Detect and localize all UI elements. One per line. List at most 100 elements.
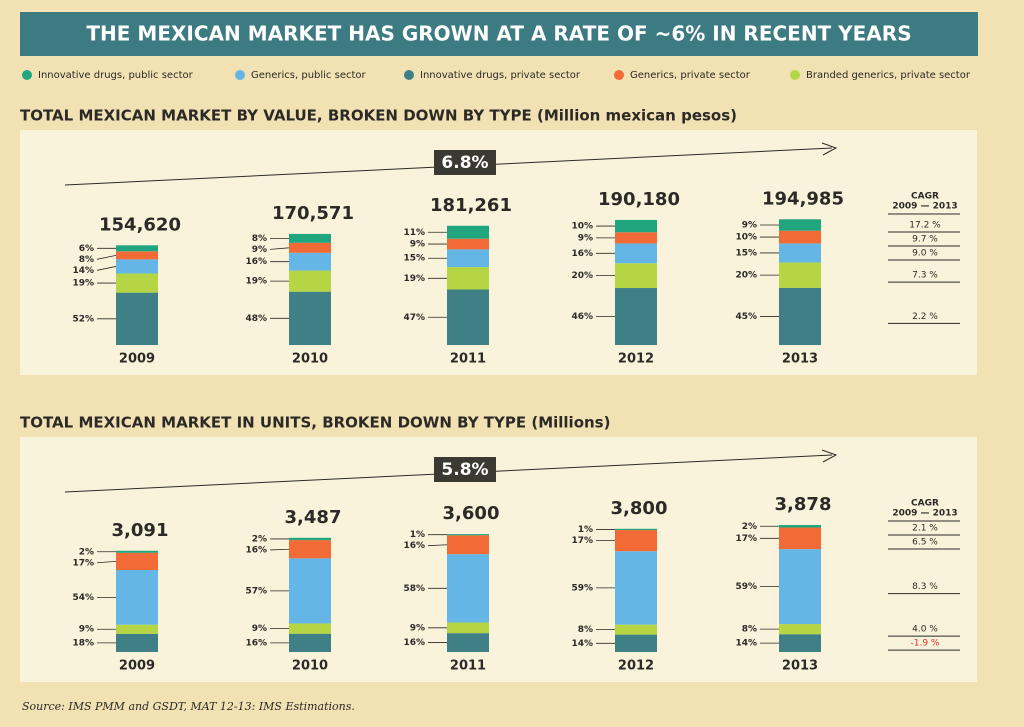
bar-segment	[779, 634, 821, 652]
value-label: 17%	[72, 558, 94, 568]
bar-segment	[779, 287, 821, 345]
value-label: 59%	[735, 582, 757, 592]
x-tick-label: 2009	[119, 352, 155, 367]
bar-segment	[447, 554, 489, 623]
value-label: 6%	[79, 244, 94, 254]
panel	[20, 437, 977, 682]
value-label: 16%	[403, 638, 425, 648]
growth-box	[434, 150, 496, 175]
x-tick-label: 2012	[618, 659, 654, 674]
bar-segment	[289, 537, 331, 541]
x-tick-label: 2013	[782, 352, 818, 367]
total-label: 181,261	[430, 195, 512, 216]
cagr-value: 4.0 %	[912, 625, 938, 635]
bar-segment	[116, 624, 158, 634]
value-label: 2%	[742, 522, 757, 532]
value-label: 45%	[735, 312, 757, 322]
bar-segment	[447, 289, 489, 345]
total-label: 154,620	[99, 214, 181, 235]
bar-segment	[779, 262, 821, 288]
total-label: 170,571	[272, 203, 354, 224]
value-label: 19%	[403, 274, 425, 284]
bar-segment	[116, 570, 158, 625]
bar-segment	[116, 273, 158, 293]
x-tick-label: 2011	[450, 659, 486, 674]
bar-segment	[447, 238, 489, 250]
value-label: 10%	[735, 233, 757, 243]
source: Source: IMS PMM and GSDT, MAT 12-13: IMS…	[22, 700, 355, 713]
value-label: 17%	[571, 536, 593, 546]
value-label: 16%	[245, 545, 267, 555]
cagr-period: 2009 — 2013	[892, 202, 957, 212]
value-label: 16%	[245, 638, 267, 648]
cagr-value: 6.5 %	[912, 538, 938, 548]
bar-segment	[779, 527, 821, 550]
value-label: 58%	[403, 584, 425, 594]
legend-swatch	[235, 70, 245, 80]
bar-segment	[447, 622, 489, 634]
bar-segment	[447, 249, 489, 268]
total-label: 190,180	[598, 189, 680, 210]
bar-segment	[289, 242, 331, 253]
label-leader	[269, 548, 290, 551]
value-label: 20%	[571, 271, 593, 281]
legend-swatch	[404, 70, 414, 80]
bar-segment	[615, 288, 657, 345]
bar-segment	[615, 624, 657, 635]
bar-segment	[779, 243, 821, 263]
legend-swatch	[614, 70, 624, 80]
legend-label: Innovative drugs, private sector	[420, 70, 581, 81]
arrow-head	[821, 449, 838, 463]
value-label: 9%	[252, 245, 267, 255]
bar-segment	[289, 633, 331, 652]
bar-segment	[116, 550, 158, 553]
value-label: 8%	[742, 625, 757, 635]
bar-segment	[116, 552, 158, 571]
value-label: 57%	[245, 586, 267, 596]
value-label: 54%	[72, 593, 94, 603]
x-tick-label: 2011	[450, 352, 486, 367]
growth-box	[434, 457, 496, 482]
bar-segment	[615, 232, 657, 244]
value-label: 1%	[410, 530, 425, 540]
legend-swatch	[790, 70, 800, 80]
total-label: 3,800	[611, 498, 668, 519]
legend-label: Generics, public sector	[251, 70, 367, 81]
value-label: 16%	[571, 249, 593, 259]
bar-segment	[779, 219, 821, 231]
value-label: 19%	[72, 279, 94, 289]
bar-segment	[779, 230, 821, 244]
chart-title: TOTAL MEXICAN MARKET BY VALUE, BROKEN DO…	[20, 107, 737, 125]
bar-segment	[116, 633, 158, 652]
title-bar	[20, 12, 978, 56]
value-label: 48%	[245, 314, 267, 324]
bar-segment	[289, 252, 331, 271]
total-label: 3,600	[443, 503, 500, 524]
cagr-value: -1.9 %	[911, 639, 940, 649]
value-label: 16%	[403, 541, 425, 551]
value-label: 2%	[79, 547, 94, 557]
bar-segment	[615, 530, 657, 552]
cagr-value: 9.0 %	[912, 248, 938, 258]
x-tick-label: 2012	[618, 352, 654, 367]
label-leader	[427, 544, 448, 547]
bar-segment	[447, 535, 489, 555]
growth-label: 6.8%	[441, 153, 488, 173]
value-label: 20%	[735, 271, 757, 281]
cagr-value: 2.2 %	[912, 312, 938, 322]
value-label: 9%	[742, 220, 757, 230]
bar-segment	[116, 251, 158, 260]
bar-segment	[289, 270, 331, 292]
value-label: 46%	[571, 312, 593, 322]
value-label: 9%	[79, 625, 94, 635]
x-tick-label: 2013	[782, 659, 818, 674]
bar-segment	[615, 528, 657, 531]
value-label: 52%	[72, 314, 94, 324]
value-label: 15%	[403, 254, 425, 264]
legend-swatch	[22, 70, 32, 80]
x-tick-label: 2010	[292, 352, 328, 367]
legend-label: Generics, private sector	[630, 70, 751, 81]
value-label: 9%	[410, 623, 425, 633]
value-label: 17%	[735, 534, 757, 544]
total-label: 194,985	[762, 188, 844, 209]
